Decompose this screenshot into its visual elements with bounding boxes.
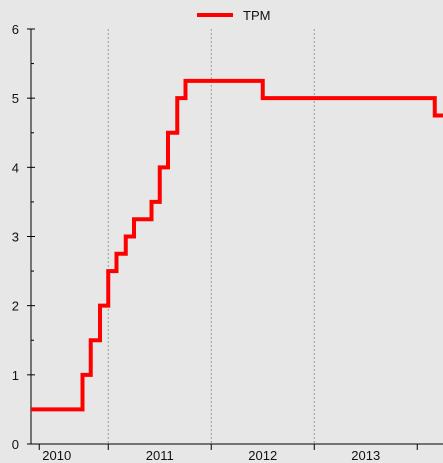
y-tick-label: 0 — [12, 437, 19, 452]
y-tick-label: 3 — [12, 230, 19, 245]
y-tick-label: 1 — [12, 368, 19, 383]
x-tick-label: 2012 — [248, 448, 277, 463]
x-tick-label: 2010 — [42, 448, 71, 463]
legend: TPM — [197, 8, 270, 23]
x-tick-label: 2013 — [351, 448, 380, 463]
x-tick-label: 2011 — [146, 448, 174, 463]
y-tick-label: 2 — [12, 299, 19, 314]
series-line-tpm — [31, 78, 443, 412]
axes: 0 1 2 3 4 5 6 2010 2011 2012 2013 — [12, 22, 443, 463]
y-tick-label: 6 — [12, 22, 19, 37]
legend-label: TPM — [243, 8, 270, 23]
y-tick-label: 4 — [12, 160, 19, 175]
y-tick-label: 5 — [12, 91, 19, 106]
series-layer — [31, 78, 443, 412]
